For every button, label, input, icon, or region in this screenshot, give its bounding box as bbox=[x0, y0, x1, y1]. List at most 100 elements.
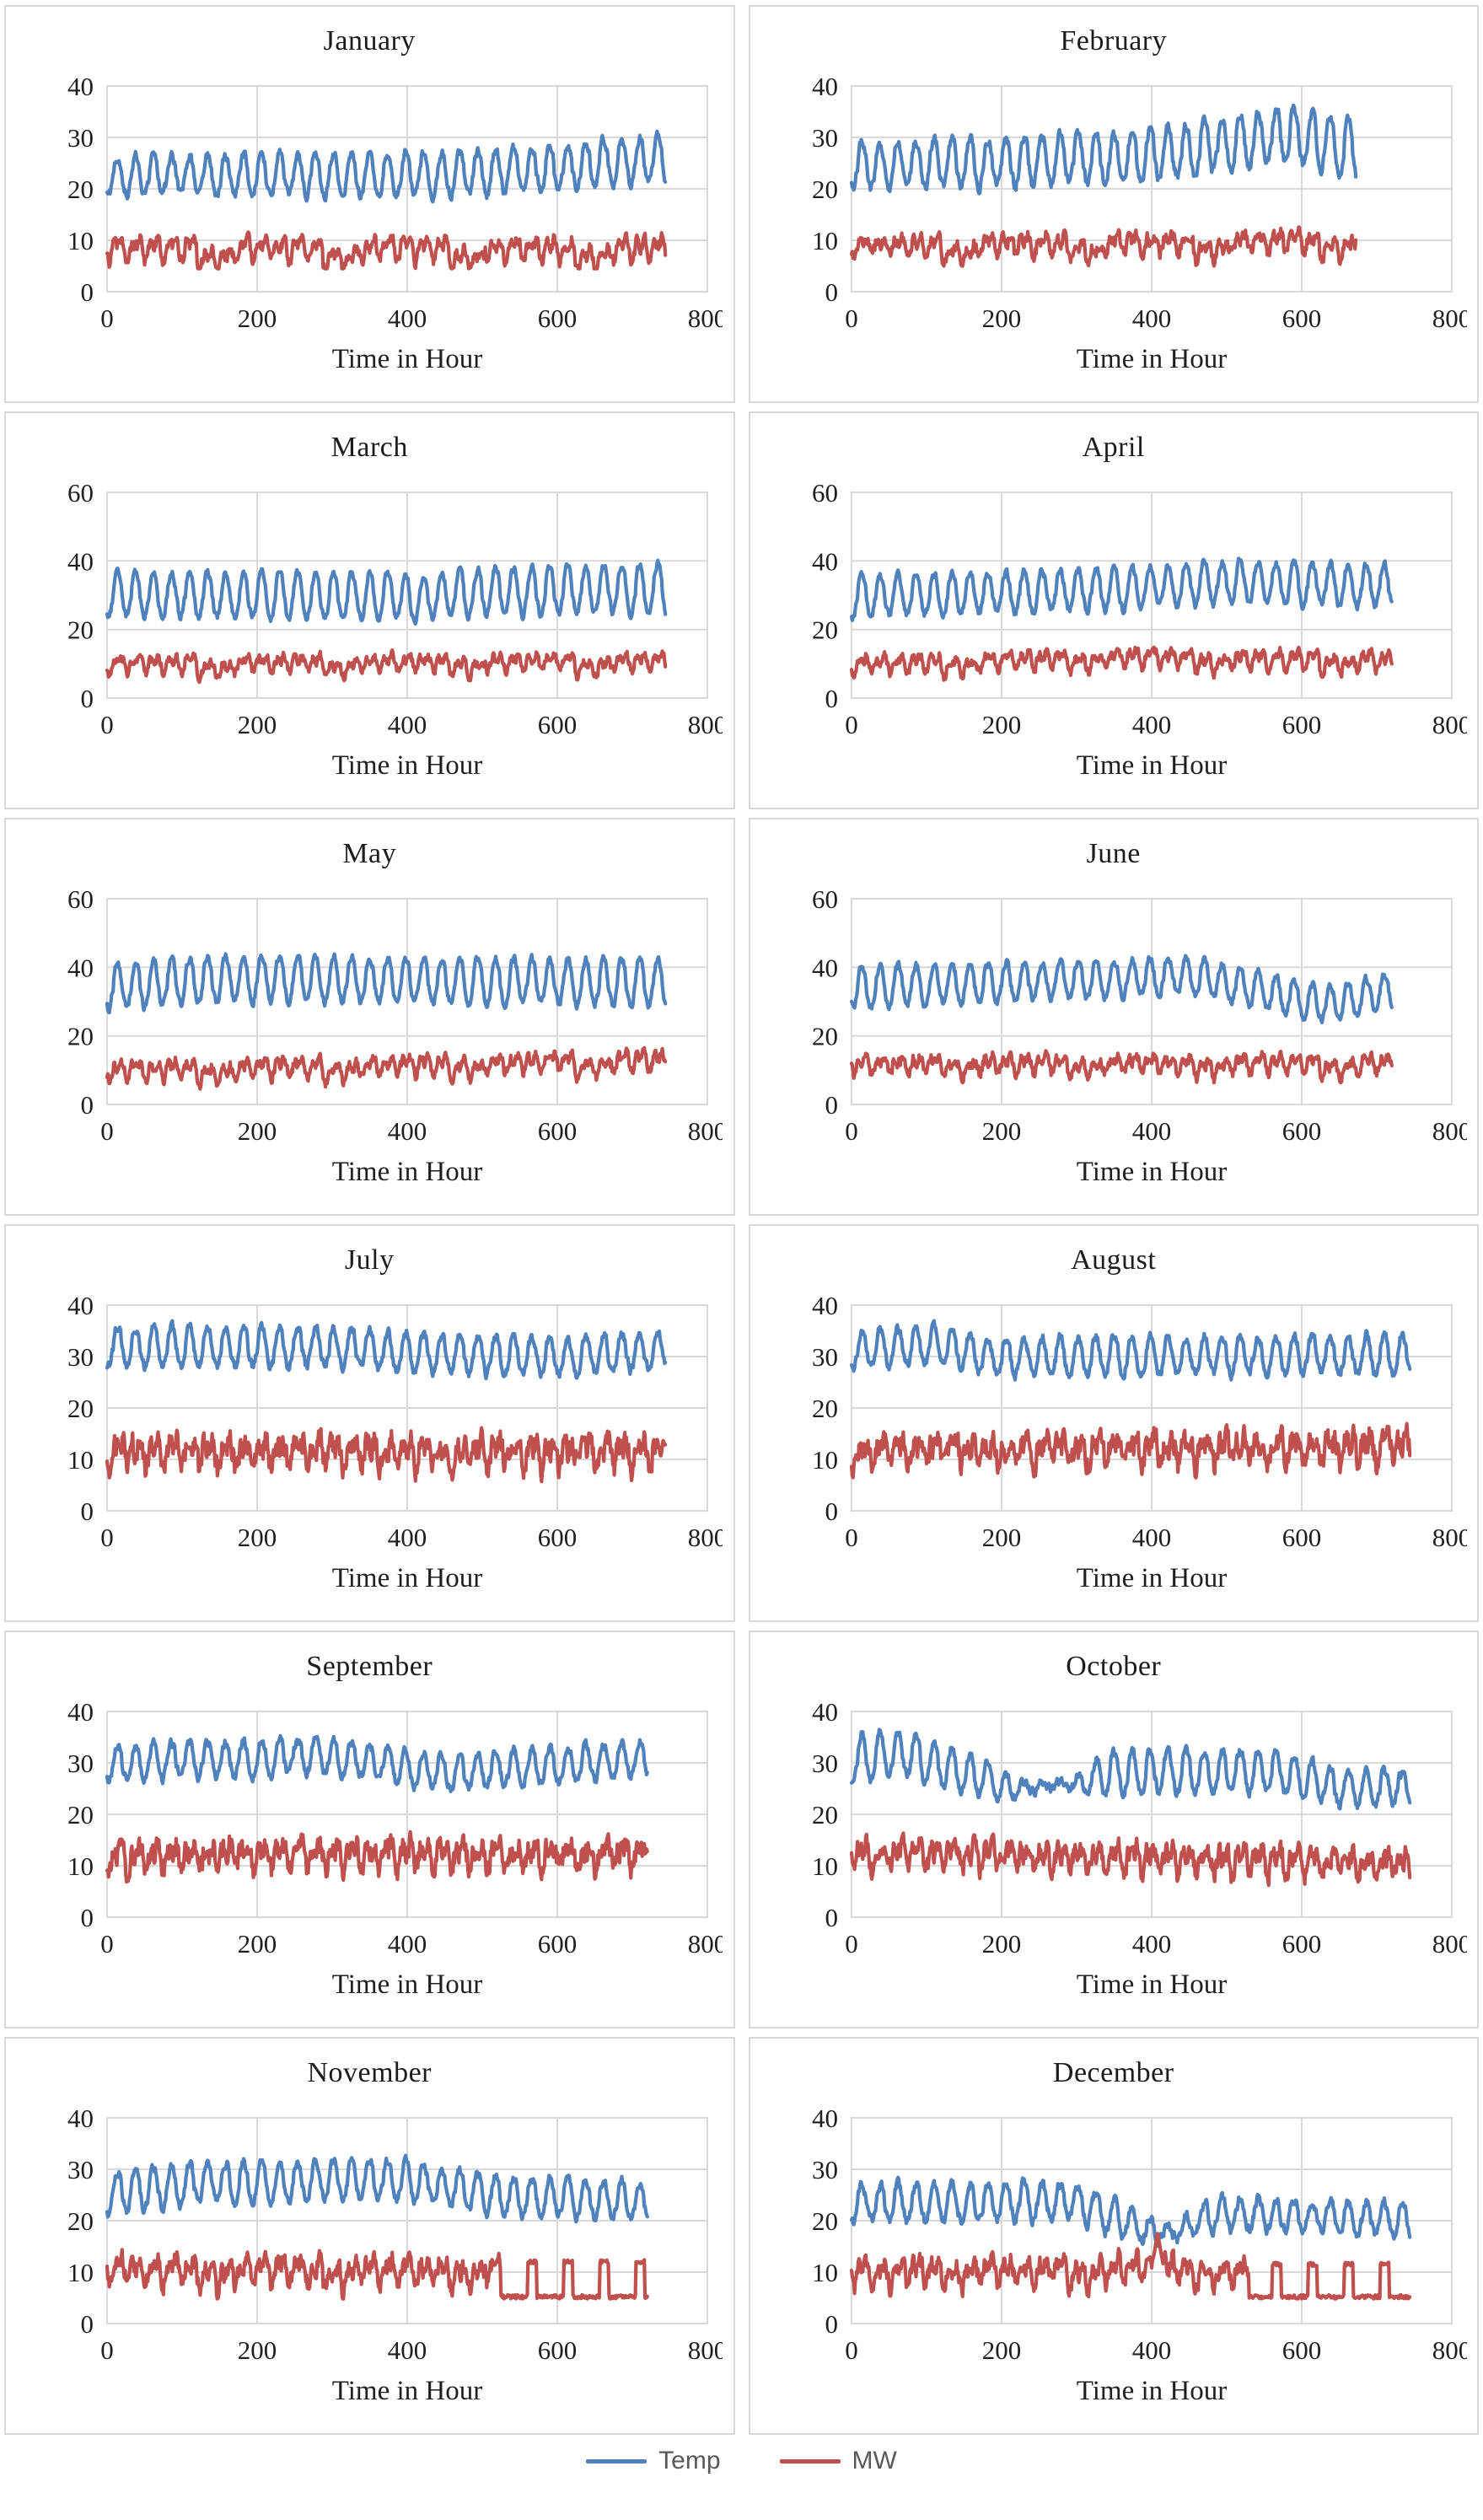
chart-june: 02040600200400600800Time in Hour bbox=[812, 884, 1467, 1187]
y-tick-label: 10 bbox=[67, 1851, 94, 1881]
chart-panel-may: May 02040600200400600800Time in Hour bbox=[4, 818, 735, 1216]
x-tick-label: 0 bbox=[845, 1116, 858, 1146]
y-tick-label: 0 bbox=[825, 2309, 838, 2339]
y-tick-label: 20 bbox=[67, 1394, 94, 1423]
x-tick-label: 200 bbox=[982, 710, 1022, 739]
y-tick-label: 20 bbox=[812, 2206, 838, 2236]
y-tick-label: 0 bbox=[81, 2309, 94, 2339]
x-tick-label: 600 bbox=[538, 710, 578, 739]
mw-series-line bbox=[105, 2248, 650, 2301]
x-tick-label: 400 bbox=[388, 304, 427, 333]
y-tick-label: 0 bbox=[81, 1090, 94, 1120]
mw-series-line bbox=[849, 645, 1394, 682]
chart-title-october: October bbox=[1066, 1651, 1162, 1682]
x-tick-label: 400 bbox=[1132, 1116, 1172, 1146]
temp-series-line bbox=[849, 1727, 1412, 1811]
x-tick-label: 200 bbox=[238, 2335, 277, 2365]
y-tick-label: 0 bbox=[825, 277, 838, 307]
mw-series-line bbox=[849, 2232, 1412, 2301]
y-tick-label: 20 bbox=[67, 175, 94, 204]
mw-series-line bbox=[849, 1049, 1394, 1085]
y-tick-label: 30 bbox=[67, 123, 94, 153]
x-tick-label: 200 bbox=[982, 1116, 1022, 1146]
chart-title-january: January bbox=[323, 25, 416, 56]
plot-area-frame bbox=[106, 85, 709, 293]
y-tick-label: 30 bbox=[812, 123, 838, 153]
x-tick-label: 200 bbox=[982, 304, 1022, 333]
chart-title-june: June bbox=[1086, 838, 1141, 869]
x-tick-label: 800 bbox=[1432, 304, 1467, 333]
charts-grid: January 0102030400200400600800Time in Ho… bbox=[4, 5, 1479, 2435]
x-tick-label: 400 bbox=[1132, 2335, 1172, 2365]
chart-title-november: November bbox=[307, 2057, 432, 2088]
chart-december: 0102030400200400600800Time in Hour bbox=[812, 2104, 1467, 2406]
plot-area-frame bbox=[850, 1711, 1453, 1918]
y-tick-label: 60 bbox=[812, 884, 838, 914]
y-tick-label: 60 bbox=[67, 478, 94, 508]
x-axis-title: Time in Hour bbox=[1077, 1969, 1227, 2000]
chart-panel-october: October 0102030400200400600800Time in Ho… bbox=[748, 1631, 1479, 2028]
chart-may: 02040600200400600800Time in Hour bbox=[67, 884, 723, 1187]
chart-october: 0102030400200400600800Time in Hour bbox=[812, 1697, 1467, 2000]
y-tick-label: 0 bbox=[825, 1090, 838, 1120]
x-axis-title: Time in Hour bbox=[332, 1563, 482, 1593]
x-tick-label: 400 bbox=[1132, 1929, 1172, 1959]
x-tick-label: 600 bbox=[538, 2335, 578, 2365]
x-tick-label: 0 bbox=[845, 2335, 858, 2365]
chart-august: 0102030400200400600800Time in Hour bbox=[812, 1291, 1467, 1593]
chart-title-march: March bbox=[330, 432, 408, 463]
x-axis-title: Time in Hour bbox=[1077, 1157, 1227, 1187]
y-tick-label: 20 bbox=[812, 1022, 838, 1051]
x-tick-label: 0 bbox=[101, 2335, 115, 2365]
y-tick-label: 0 bbox=[81, 277, 94, 307]
y-tick-label: 30 bbox=[67, 1749, 94, 1778]
x-tick-label: 600 bbox=[1282, 304, 1322, 333]
x-tick-label: 0 bbox=[845, 1523, 858, 1552]
temp-series-line bbox=[849, 1319, 1412, 1382]
y-tick-label: 40 bbox=[812, 1291, 838, 1320]
mw-series-line bbox=[849, 1421, 1412, 1480]
chart-panel-july: July 0102030400200400600800Time in Hour bbox=[4, 1224, 735, 1622]
x-tick-label: 600 bbox=[538, 304, 578, 333]
chart-title-july: July bbox=[344, 1244, 395, 1276]
x-tick-label: 800 bbox=[688, 2335, 723, 2365]
temp-series-line bbox=[105, 129, 668, 204]
chart-september: 0102030400200400600800Time in Hour bbox=[67, 1697, 723, 2000]
mw-series-line bbox=[105, 230, 668, 271]
plot-area-frame bbox=[106, 1304, 709, 1512]
y-tick-label: 30 bbox=[812, 2155, 838, 2184]
x-tick-label: 800 bbox=[1432, 1523, 1467, 1552]
x-tick-label: 0 bbox=[845, 1929, 858, 1959]
temp-series-line bbox=[849, 103, 1357, 196]
y-tick-label: 10 bbox=[812, 1445, 838, 1475]
x-tick-label: 200 bbox=[982, 2335, 1022, 2365]
y-tick-label: 60 bbox=[812, 478, 838, 508]
mw-line-swatch bbox=[779, 2458, 841, 2464]
x-axis-title: Time in Hour bbox=[1077, 344, 1227, 374]
temp-line-swatch bbox=[586, 2458, 647, 2464]
x-tick-label: 400 bbox=[388, 1929, 427, 1959]
chart-january: 0102030400200400600800Time in Hour bbox=[67, 72, 723, 374]
x-tick-label: 400 bbox=[1132, 304, 1172, 333]
y-tick-label: 20 bbox=[67, 2206, 94, 2236]
x-tick-label: 0 bbox=[101, 304, 115, 333]
x-tick-label: 800 bbox=[1432, 1929, 1467, 1959]
temp-series-line bbox=[105, 952, 668, 1015]
x-axis-title: Time in Hour bbox=[1077, 1563, 1227, 1593]
y-tick-label: 40 bbox=[812, 1697, 838, 1727]
legend-item-temp: Temp bbox=[586, 2447, 721, 2475]
temp-series-line bbox=[105, 558, 668, 626]
x-tick-label: 600 bbox=[538, 1116, 578, 1146]
y-tick-label: 20 bbox=[812, 1394, 838, 1423]
chart-title-february: February bbox=[1060, 25, 1168, 56]
y-tick-label: 40 bbox=[67, 953, 94, 982]
y-tick-label: 20 bbox=[67, 1800, 94, 1830]
temp-series-line bbox=[105, 1733, 650, 1794]
x-tick-label: 400 bbox=[388, 1523, 427, 1552]
plot-area-frame bbox=[850, 1304, 1453, 1512]
mw-series-line bbox=[105, 1426, 668, 1484]
x-tick-label: 400 bbox=[388, 1116, 427, 1146]
y-tick-label: 10 bbox=[67, 226, 94, 255]
x-tick-label: 200 bbox=[238, 304, 277, 333]
y-tick-label: 10 bbox=[812, 1851, 838, 1881]
